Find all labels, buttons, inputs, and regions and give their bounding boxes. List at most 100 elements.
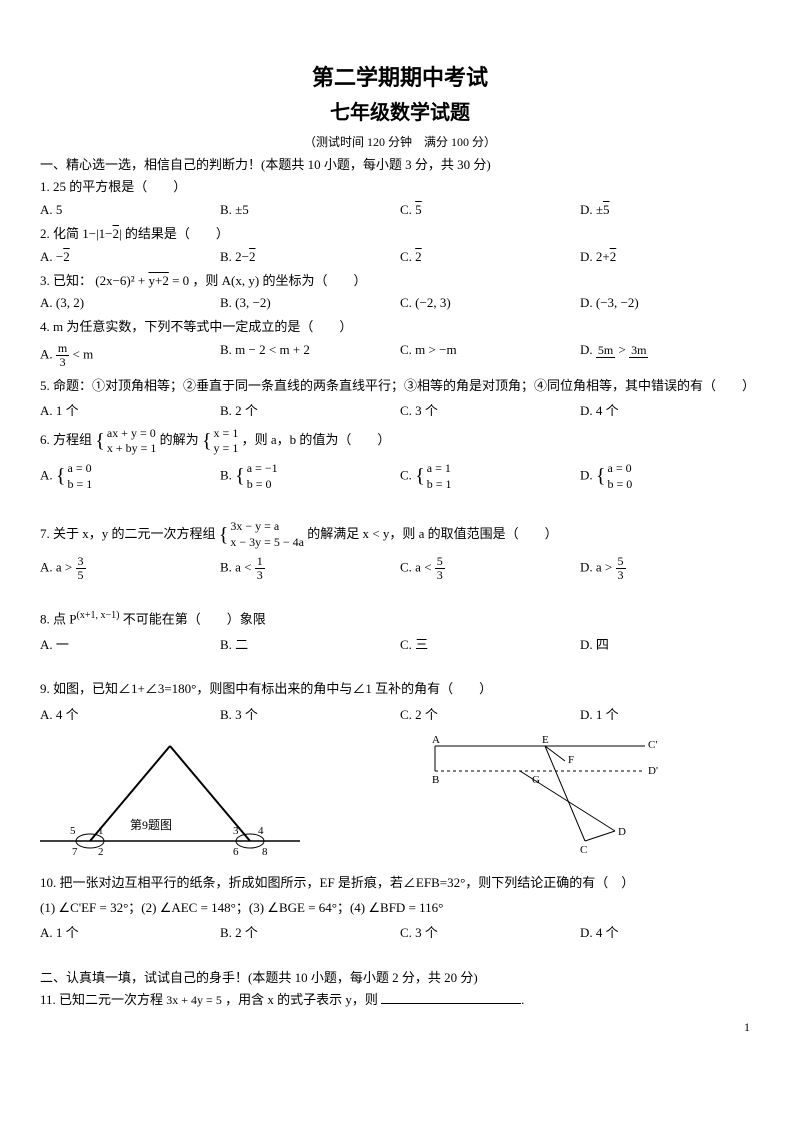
q6-opt-a: A. {a = 0b = 1 (40, 461, 220, 492)
q7-opt-b: B. a < 13 (220, 555, 400, 582)
page-number: 1 (744, 1020, 750, 1035)
q3-stem: 3. 已知： (2x−6)² + y+2 = 0 ，则 A(x, y) 的坐标为… (40, 271, 760, 292)
q10-opt-c: C. 3 个 (400, 922, 580, 941)
q9-figure: 5 1 7 2 3 4 6 8 第9题图 (40, 731, 300, 865)
q4-stem: 4. m 为任意实数，下列不等式中一定成立的是（ ） (40, 317, 760, 338)
svg-text:B: B (432, 774, 439, 786)
q11-stem: 11. 已知二元一次方程 3x + 4y = 5 ，用含 x 的式子表示 y，则… (40, 990, 760, 1011)
q9-diagram-icon: 5 1 7 2 3 4 6 8 (40, 731, 300, 861)
q6-opt-c: C. {a = 1b = 1 (400, 461, 580, 492)
q2-options: A. −2 B. 2−2 C. 2 D. 2+2 (40, 249, 760, 265)
q6-options: A. {a = 0b = 1 B. {a = −1b = 0 C. {a = 1… (40, 461, 760, 492)
q10-opt-d: D. 4 个 (580, 922, 760, 941)
q7-pre: 7. 关于 x，y 的二元一次方程组 (40, 526, 216, 541)
exam-meta: （测试时间 120 分钟 满分 100 分） (40, 133, 760, 150)
q6-opt-d: D. {a = 0b = 0 (580, 461, 760, 492)
q9-opt-c: C. 2 个 (400, 704, 580, 723)
q5-options: A. 1 个 B. 2 个 C. 3 个 D. 4 个 (40, 400, 760, 419)
q11-pre: 11. 已知二元一次方程 (40, 992, 163, 1007)
q2-opt-c: C. 2 (400, 249, 580, 265)
section-2-header: 二、认真填一填，试试自己的身手！(本题共 10 小题，每小题 2 分，共 20 … (40, 967, 760, 986)
q9-opt-b: B. 3 个 (220, 704, 400, 723)
q5-opt-d: D. 4 个 (580, 400, 760, 419)
q10-opt-b: B. 2 个 (220, 922, 400, 941)
title-line2: 七年级数学试题 (40, 96, 760, 125)
q4-opt-b: B. m − 2 < m + 2 (220, 342, 400, 369)
q3-opt-c: C. (−2, 3) (400, 295, 580, 311)
q3-expr: (2x−6)² + y+2 = 0 (95, 273, 189, 288)
q1-options: A. 5 B. ±5 C. 5 D. ±5 (40, 202, 760, 218)
q9-stem: 9. 如图，已知∠1+∠3=180°，则图中有标出来的角中与∠1 互补的角有（ … (40, 679, 760, 700)
q7-opt-d: D. a > 53 (580, 555, 760, 582)
q8-opt-a: A. 一 (40, 634, 220, 653)
q10-figure: A B C D E F G C' D' (420, 731, 670, 865)
q10-stem: 10. 把一张对边互相平行的纸条，折成如图所示，EF 是折痕，若∠EFB=32°… (40, 873, 760, 894)
figure-row: 5 1 7 2 3 4 6 8 第9题图 A B C D E F G C' (40, 731, 760, 865)
q7-options: A. a > 35 B. a < 13 C. a < 53 D. a > 53 (40, 555, 760, 582)
q8-opt-c: C. 三 (400, 634, 580, 653)
q5-opt-b: B. 2 个 (220, 400, 400, 419)
q8-pre: 8. 点 P (40, 611, 76, 626)
q3-pre: 3. 已知： (40, 273, 92, 288)
svg-text:1: 1 (98, 825, 104, 837)
q5-opt-a: A. 1 个 (40, 400, 220, 419)
q5-opt-c: C. 3 个 (400, 400, 580, 419)
q11-blank (381, 990, 521, 1004)
q3-options: A. (3, 2) B. (3, −2) C. (−2, 3) D. (−3, … (40, 295, 760, 311)
q10-conclusions: (1) ∠C'EF = 32°；(2) ∠AEC = 148°；(3) ∠BGE… (40, 898, 760, 919)
q2-opt-b: B. 2−2 (220, 249, 400, 265)
q1-opt-b: B. ±5 (220, 202, 400, 218)
svg-text:8: 8 (262, 846, 268, 858)
svg-text:4: 4 (258, 825, 264, 837)
q3-opt-a: A. (3, 2) (40, 295, 220, 311)
q3-post: ，则 A(x, y) 的坐标为（ ） (192, 273, 366, 288)
q11-expr: 3x + 4y = 5 (166, 993, 222, 1007)
q10-options: A. 1 个 B. 2 个 C. 3 个 D. 4 个 (40, 922, 760, 941)
svg-text:G: G (532, 774, 540, 786)
q9-opt-a: A. 4 个 (40, 704, 220, 723)
q8-sup: (x+1, x−1) (76, 610, 119, 621)
q7-opt-c: C. a < 53 (400, 555, 580, 582)
svg-text:6: 6 (233, 846, 239, 858)
q11-post: ，用含 x 的式子表示 y，则 (225, 992, 378, 1007)
q10-opt-a: A. 1 个 (40, 922, 220, 941)
q1-stem: 1. 25 的平方根是（ ） (40, 177, 760, 198)
q7-tail: 的解满足 x < y，则 a 的取值范围是（ ） (307, 526, 557, 541)
q8-post: 不可能在第（ ）象限 (119, 611, 265, 626)
svg-text:A: A (432, 734, 440, 746)
q4-options: A. m3 < m B. m − 2 < m + 2 C. m > −m D. … (40, 342, 760, 369)
q9-caption: 第9题图 (130, 816, 172, 833)
q7-stem: 7. 关于 x，y 的二元一次方程组 {3x − y = ax − 3y = 5… (40, 519, 760, 551)
section-1-header: 一、精心选一选，相信自己的判断力！(本题共 10 小题，每小题 3 分，共 30… (40, 154, 760, 173)
q1-opt-a: A. 5 (40, 202, 220, 218)
svg-text:2: 2 (98, 846, 104, 858)
q6-pre: 6. 方程组 (40, 432, 92, 447)
q1-opt-d: D. ±5 (580, 202, 760, 218)
svg-text:D': D' (648, 765, 658, 777)
q1-opt-c: C. 5 (400, 202, 580, 218)
svg-text:5: 5 (70, 825, 76, 837)
svg-text:C': C' (648, 739, 657, 751)
svg-text:E: E (542, 734, 549, 746)
q7-opt-a: A. a > 35 (40, 555, 220, 582)
svg-text:7: 7 (72, 846, 78, 858)
q9-options: A. 4 个 B. 3 个 C. 2 个 D. 1 个 (40, 704, 760, 723)
svg-text:F: F (568, 754, 574, 766)
q5-stem: 5. 命题：①对顶角相等；②垂直于同一条直线的两条直线平行；③相等的角是对顶角；… (40, 376, 760, 397)
q10-diagram-icon: A B C D E F G C' D' (420, 731, 670, 861)
q4-opt-a: A. m3 < m (40, 342, 220, 369)
q4-opt-c: C. m > −m (400, 342, 580, 369)
q8-stem: 8. 点 P(x+1, x−1) 不可能在第（ ）象限 (40, 608, 760, 630)
q2-opt-d: D. 2+2 (580, 249, 760, 265)
q6-opt-b: B. {a = −1b = 0 (220, 461, 400, 492)
q2-opt-a: A. −2 (40, 249, 220, 265)
q8-opt-b: B. 二 (220, 634, 400, 653)
q6-stem: 6. 方程组 {ax + y = 0x + by = 1 的解为 {x = 1y… (40, 425, 760, 457)
q4-opt-d: D. 5m > 3m (580, 342, 760, 369)
q8-options: A. 一 B. 二 C. 三 D. 四 (40, 634, 760, 653)
q3-opt-d: D. (−3, −2) (580, 295, 760, 311)
q9-opt-d: D. 1 个 (580, 704, 760, 723)
svg-text:D: D (618, 826, 626, 838)
svg-text:3: 3 (233, 825, 239, 837)
q2-stem: 2. 化简 1−|1−2| 的结果是（ ） (40, 224, 760, 245)
